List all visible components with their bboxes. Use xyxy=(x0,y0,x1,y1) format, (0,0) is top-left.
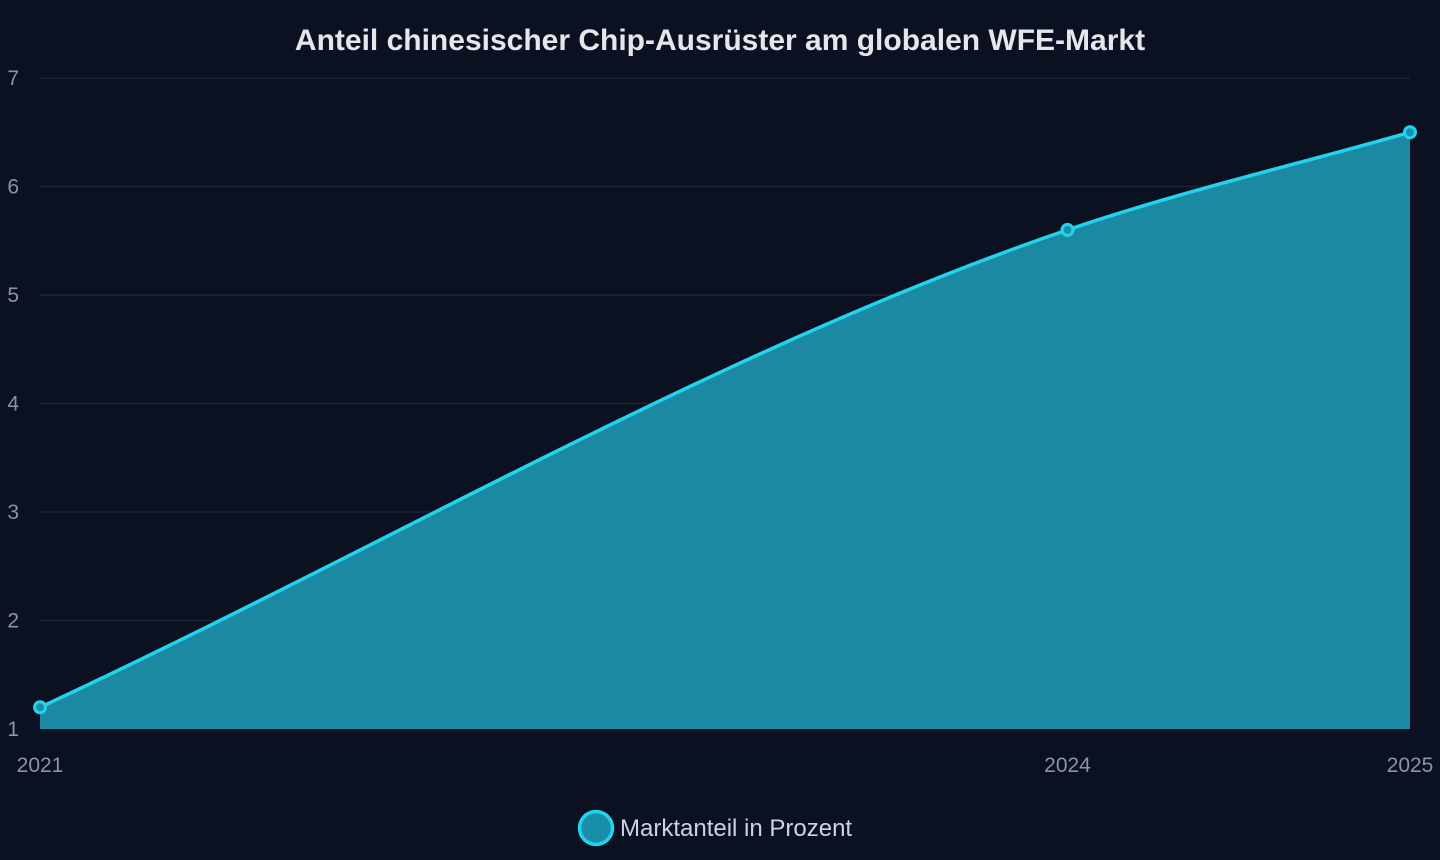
series-line xyxy=(39,130,1411,709)
y-axis-ticks: 1 2 3 4 5 6 7 xyxy=(7,67,19,741)
legend[interactable]: Marktanteil in Prozent xyxy=(577,809,853,847)
series-area-fill xyxy=(40,132,1410,729)
y-tick-label: 3 xyxy=(7,501,19,524)
data-point[interactable] xyxy=(1403,125,1417,140)
x-tick-label: 2025 xyxy=(1387,754,1434,777)
series-group xyxy=(33,125,1417,729)
y-tick-label: 6 xyxy=(7,176,19,199)
data-point[interactable] xyxy=(33,700,47,715)
x-tick-label: 2024 xyxy=(1044,754,1091,777)
y-tick-label: 4 xyxy=(7,393,19,416)
legend-label: Marktanteil in Prozent xyxy=(620,815,852,842)
y-tick-label: 7 xyxy=(7,67,19,90)
x-axis-ticks: 2021 2024 2025 xyxy=(17,754,1434,777)
data-point[interactable] xyxy=(1060,222,1075,237)
y-tick-label: 2 xyxy=(7,610,19,633)
y-tick-label: 5 xyxy=(7,284,19,307)
x-tick-label: 2021 xyxy=(17,754,64,777)
legend-swatch xyxy=(577,809,615,847)
chart-title: Anteil chinesischer Chip-Ausrüster am gl… xyxy=(295,24,1145,57)
y-tick-label: 1 xyxy=(7,718,19,741)
